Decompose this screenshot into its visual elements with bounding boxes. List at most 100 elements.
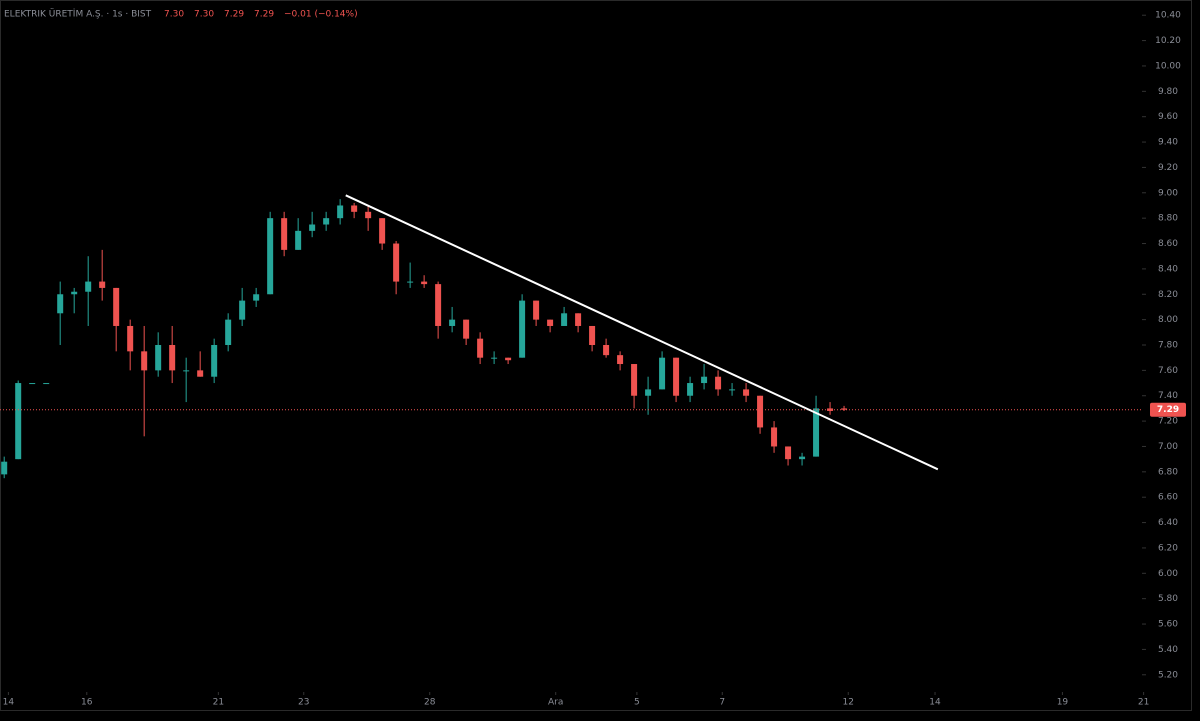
candle-body: [743, 389, 750, 396]
y-tick-label: 8.20: [1158, 290, 1178, 300]
candle-body: [15, 383, 22, 460]
candle-body: [197, 370, 204, 377]
y-tick-label: 6.20: [1158, 543, 1178, 553]
candle-body: [575, 313, 582, 326]
symbol-title: ELEKTRIK ÜRETİM A.Ş. · 1s · BIST: [4, 9, 152, 20]
candle-body: [43, 383, 50, 385]
trendline: [345, 194, 939, 471]
candle-body: [365, 211, 372, 219]
high-value: 7.30: [194, 10, 214, 20]
candle-body: [687, 383, 694, 396]
candle-body: [379, 218, 386, 244]
close-value: 7.29: [254, 10, 274, 20]
candle-body: [701, 376, 708, 384]
candle-body: [141, 351, 148, 371]
candle-body: [309, 224, 316, 231]
candle-body: [463, 319, 470, 339]
candle-body: [435, 284, 442, 326]
candle-body: [225, 319, 232, 345]
y-tick-label: 8.80: [1158, 214, 1178, 224]
y-tick-label: 9.20: [1158, 163, 1178, 173]
x-tick-label: 23: [298, 698, 309, 708]
y-tick-label: 10.00: [1155, 61, 1181, 71]
y-tick-label: 7.00: [1158, 442, 1178, 452]
y-tick-label: 9.00: [1158, 188, 1178, 198]
y-tick-label: 5.80: [1158, 594, 1178, 604]
candle-body: [211, 345, 218, 377]
y-tick-label: 5.60: [1158, 620, 1178, 630]
candle-body: [785, 446, 792, 460]
candle-body: [533, 300, 540, 320]
candle-body: [281, 218, 288, 250]
candle-body: [337, 205, 344, 219]
y-tick-label: 5.20: [1158, 670, 1178, 680]
candle-body: [673, 357, 680, 396]
candle-body: [505, 357, 512, 361]
candle-body: [519, 300, 526, 358]
candle-body: [155, 345, 162, 371]
y-tick-label: 7.80: [1158, 341, 1178, 351]
y-tick-label: 6.80: [1158, 467, 1178, 477]
candle-body: [295, 230, 302, 250]
x-tick-label: 16: [81, 698, 93, 708]
candle-body: [183, 370, 190, 372]
x-tick-label: 19: [1057, 698, 1069, 708]
candle-body: [253, 294, 260, 301]
candle-body: [393, 243, 400, 282]
candle-body: [617, 355, 624, 365]
frame: [0, 0, 1192, 711]
candle-body: [561, 313, 568, 326]
y-tick-label: 5.40: [1158, 645, 1178, 655]
x-tick-label: 21: [1138, 698, 1149, 708]
y-tick-label: 9.80: [1158, 87, 1178, 97]
x-tick-label: 21: [213, 698, 224, 708]
candle-body: [645, 389, 652, 396]
candle-body: [841, 408, 848, 410]
y-tick-label: 6.60: [1158, 493, 1178, 503]
candle-body: [29, 383, 36, 385]
y-tick-label: 6.00: [1158, 569, 1178, 579]
low-value: 7.29: [224, 10, 244, 20]
candle-body: [351, 205, 358, 212]
candle-body: [71, 291, 78, 295]
candle-body: [729, 389, 736, 391]
candle-body: [323, 218, 330, 225]
x-tick-label: 28: [424, 698, 436, 708]
candle-body: [127, 325, 134, 352]
y-tick-label: 6.40: [1158, 518, 1178, 528]
candle-body: [491, 357, 498, 359]
x-tick-label: Ara: [548, 698, 563, 708]
y-tick-label: 8.00: [1158, 315, 1178, 325]
candle-body: [57, 294, 64, 314]
candle-body: [589, 325, 596, 345]
candle-body: [659, 357, 666, 390]
candle-body: [631, 364, 638, 396]
candle-body: [715, 376, 722, 390]
candle-body: [239, 300, 246, 320]
y-tick-label: 7.20: [1158, 417, 1178, 427]
candle-body: [99, 281, 106, 288]
x-tick-label: 14: [3, 698, 15, 708]
candle-body: [547, 319, 554, 326]
y-tick-label: 8.40: [1158, 264, 1178, 274]
y-tick-label: 10.40: [1155, 11, 1181, 21]
y-tick-label: 8.60: [1158, 239, 1178, 249]
candle-body: [449, 319, 456, 326]
candle-body: [421, 281, 428, 285]
x-tick-label: 12: [843, 698, 854, 708]
candle-body: [757, 395, 764, 428]
open-value: 7.30: [164, 10, 184, 20]
candle-body: [407, 281, 414, 283]
candle-body: [771, 427, 778, 447]
y-tick-label: 7.60: [1158, 366, 1178, 376]
y-tick-label: 9.60: [1158, 112, 1178, 122]
candle-body: [267, 218, 274, 295]
candle-body: [169, 345, 176, 371]
last-price-label: 7.29: [1157, 405, 1179, 415]
last-price-box: [1150, 402, 1186, 417]
candle-body: [603, 345, 610, 356]
candle-body: [85, 281, 92, 292]
